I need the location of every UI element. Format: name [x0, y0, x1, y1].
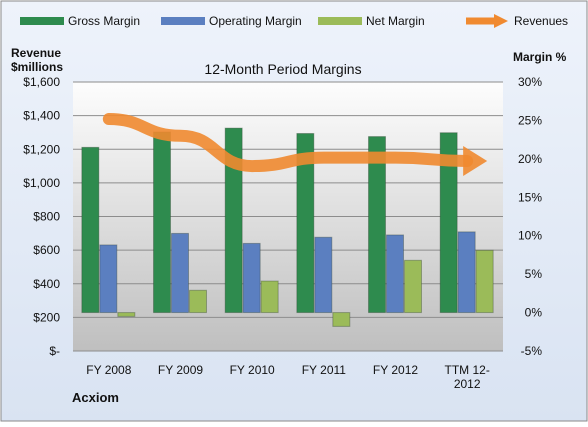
revenue-line-arrowhead	[463, 146, 488, 177]
left-tick-label: $1,200	[23, 142, 60, 156]
legend-label-gross-margin: Gross Margin	[68, 14, 140, 28]
category-label: FY 2008	[86, 363, 131, 377]
category-label: TTM 12-2012	[444, 363, 489, 391]
right-tick-label: 5%	[525, 267, 543, 281]
category-label: FY 2009	[158, 363, 203, 377]
bar-gross-margin	[224, 127, 243, 314]
bar-net-margin	[404, 259, 422, 314]
right-tick-label: 25%	[518, 113, 542, 127]
chart-title: 12-Month Period Margins	[204, 61, 361, 77]
legend-label-revenues: Revenues	[514, 14, 568, 28]
company-label: Acxiom	[72, 390, 119, 405]
bar-gross-margin	[439, 132, 458, 314]
legend-swatch-gross-margin	[20, 17, 64, 25]
bar-operating-margin	[386, 234, 404, 314]
left-axis-label-line2: $millions	[11, 60, 63, 74]
category-label: FY 2011	[302, 363, 347, 377]
legend-label-operating-margin: Operating Margin	[209, 14, 302, 28]
category-label: FY 2010	[230, 363, 275, 377]
right-tick-label: -5%	[521, 344, 543, 358]
right-tick-label: 0%	[525, 306, 543, 320]
right-tick-label: 10%	[518, 229, 542, 243]
right-tick-label: 30%	[518, 75, 542, 89]
right-axis-ticks: -5% 0% 5% 10% 15% 20% 25% 30%	[518, 75, 542, 358]
left-tick-label: $400	[33, 277, 60, 291]
left-axis-label-line1: Revenue	[11, 46, 61, 60]
left-tick-label: $1,600	[23, 75, 60, 89]
left-tick-label: $1,400	[23, 109, 60, 123]
gridlines	[73, 81, 503, 352]
bar-gross-margin	[153, 131, 171, 314]
revenue-line	[102, 112, 488, 177]
left-axis-ticks: $- $200 $400 $600 $800 $1,000 $1,200 $1,400 $1,6…	[23, 75, 60, 358]
left-tick-label: $1,000	[23, 176, 60, 190]
left-tick-label: $-	[49, 344, 60, 358]
right-tick-label: 20%	[518, 152, 542, 166]
bar-net-margin	[260, 280, 279, 314]
legend: Gross Margin Operating Margin Net Margin Re…	[20, 14, 568, 28]
bar-operating-margin	[242, 242, 261, 314]
right-tick-label: 15%	[518, 190, 542, 204]
left-tick-label: $800	[33, 210, 60, 224]
category-labels: FY 2008 FY 2009 FY 2010 FY 2011 FY 2012 TTM 1…	[86, 363, 490, 391]
left-tick-label: $600	[33, 243, 60, 257]
left-tick-label: $200	[33, 310, 60, 324]
bar-operating-margin	[99, 244, 118, 314]
bar-operating-margin	[457, 231, 476, 314]
bar-net-margin	[117, 312, 136, 317]
bar-operating-margin	[171, 232, 189, 314]
bar-gross-margin	[368, 136, 386, 314]
right-axis-label: Margin %	[513, 50, 567, 64]
bar-gross-margin	[296, 132, 315, 314]
bar-net-margin	[475, 249, 494, 314]
bar-net-margin	[332, 312, 351, 327]
legend-swatch-operating-margin	[161, 17, 205, 25]
bar-gross-margin	[81, 146, 100, 314]
category-label: FY 2012	[373, 363, 418, 377]
bar-operating-margin	[314, 236, 333, 314]
legend-arrow-revenues	[494, 14, 508, 28]
legend-label-net-margin: Net Margin	[366, 14, 425, 28]
bar-series	[81, 127, 494, 327]
revenue-line-path	[102, 112, 474, 173]
bar-net-margin	[189, 289, 207, 314]
legend-swatch-net-margin	[318, 17, 362, 25]
